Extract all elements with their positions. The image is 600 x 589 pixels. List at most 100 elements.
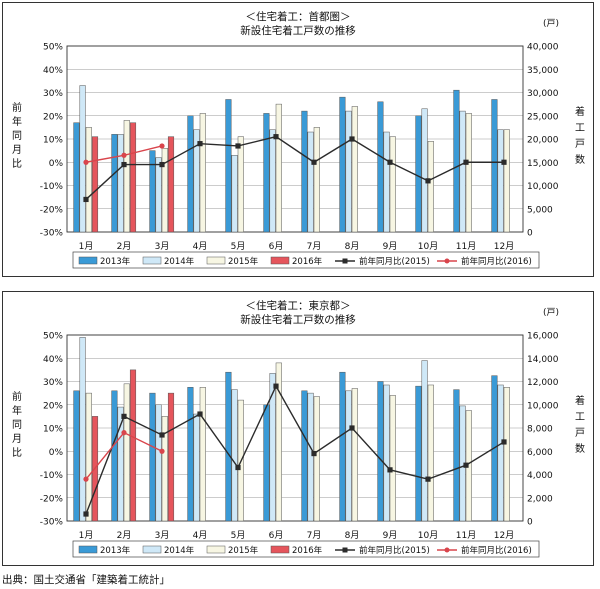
- left-tick-label: -20%: [40, 494, 64, 504]
- left-tick-label: 0%: [49, 159, 64, 169]
- left-tick-label: 10%: [43, 425, 63, 435]
- bar-2014年: [155, 404, 162, 522]
- chart-subtitle: 新設住宅着工戸数の推移: [240, 313, 356, 326]
- left-tick-label: 0%: [49, 448, 64, 458]
- bar-2015年: [389, 395, 396, 522]
- marker-前年同月比(2015): [235, 143, 241, 149]
- right-axis-label-char: 数: [575, 153, 585, 166]
- bar-2016年: [129, 369, 137, 522]
- bar-2013年: [225, 371, 232, 522]
- legend-label: 2015年: [228, 256, 259, 267]
- bar-2015年: [389, 136, 396, 233]
- marker-前年同月比(2015): [463, 462, 469, 468]
- x-tick-label: 9月: [383, 241, 398, 252]
- bar-2014年: [497, 384, 504, 522]
- right-tick-label: 2,000: [527, 494, 553, 504]
- bar-2013年: [339, 96, 346, 233]
- marker-前年同月比(2015): [121, 161, 127, 168]
- bar-2013年: [111, 390, 118, 522]
- bar-2013年: [149, 150, 156, 233]
- bar-2016年: [91, 136, 99, 233]
- marker-前年同月比(2015): [121, 413, 127, 419]
- bar-2014年: [231, 155, 238, 233]
- legend-marker: [444, 547, 450, 553]
- chart-tokyo: ＜住宅着工：東京都＞新設住宅着工戸数の推移 50% 40% 30% 20% 10% 0% -1…: [12, 299, 585, 558]
- legend-label: 2013年: [100, 545, 131, 556]
- left-tick-label: 50%: [43, 332, 63, 342]
- legend-marker: [444, 258, 450, 264]
- bar-2014年: [345, 390, 352, 522]
- x-tick-label: 4月: [193, 530, 208, 541]
- bar-2013年: [491, 99, 498, 233]
- legend-label: 2013年: [100, 256, 131, 267]
- right-tick-label: 30,000: [527, 89, 559, 99]
- bar-2013年: [377, 381, 384, 522]
- marker-前年同月比(2016): [121, 152, 127, 158]
- right-axis-label-char: 数: [575, 442, 585, 455]
- right-tick-label: 10,000: [527, 401, 559, 411]
- left-tick-label: 50%: [43, 43, 63, 53]
- x-tick-label: 6月: [269, 241, 284, 252]
- bar-2015年: [503, 387, 510, 522]
- chart-panel-shutoken: ＜住宅着工：首都圏＞ 新設住宅着工戸数の推移 50% 40% 30% 20% 10% 0% -1…: [2, 2, 594, 277]
- x-tick-label: 1月: [79, 530, 94, 541]
- bar-2015年: [351, 106, 358, 233]
- x-tick-label: 11月: [456, 241, 476, 252]
- right-tick-label: 8,000: [527, 425, 553, 435]
- marker-前年同月比(2015): [197, 411, 203, 417]
- left-tick-label: 30%: [43, 89, 63, 99]
- bar-2013年: [415, 115, 422, 233]
- x-tick-label: 3月: [155, 530, 170, 541]
- x-tick-label: 5月: [231, 241, 246, 252]
- left-axis-label-char: 前: [12, 101, 22, 114]
- chart-subtitle: 新設住宅着工戸数の推移: [240, 24, 356, 37]
- legend-swatch: [206, 545, 226, 554]
- right-axis-label-char: 戸: [575, 138, 585, 150]
- legend-swatch: [270, 256, 290, 265]
- left-axis-label-char: 同: [12, 130, 22, 142]
- chart-title: ＜住宅着工：東京都＞: [246, 299, 351, 312]
- line-前年同月比(2015): [85, 384, 505, 515]
- marker-前年同月比(2015): [425, 178, 431, 184]
- left-tick-label: -10%: [40, 471, 64, 481]
- bar-2014年: [79, 337, 86, 522]
- bar-2014年: [345, 110, 352, 233]
- left-axis-label-char: 月: [12, 144, 22, 156]
- bar-2014年: [383, 384, 390, 522]
- bar-2013年: [301, 390, 308, 522]
- x-tick-label: 8月: [345, 241, 360, 252]
- x-tick-label: 7月: [307, 530, 322, 541]
- bar-2013年: [339, 371, 346, 522]
- line-前年同月比(2015): [85, 135, 504, 200]
- right-tick-label: 16,000: [527, 332, 559, 342]
- right-tick-label: 14,000: [527, 355, 559, 365]
- legend-swatch: [206, 256, 226, 265]
- bar-2013年: [73, 122, 80, 233]
- bar-2014年: [269, 373, 276, 522]
- bar-2013年: [377, 101, 384, 233]
- plot-frame: [66, 45, 524, 233]
- legend-label: 2014年: [164, 256, 195, 267]
- marker-前年同月比(2015): [273, 134, 279, 140]
- right-tick-label: 25,000: [527, 112, 559, 122]
- left-tick-label: 40%: [43, 355, 63, 365]
- right-tick-label: 6,000: [527, 448, 553, 458]
- legend-label: 前年同月比(2016): [461, 256, 532, 267]
- legend-swatch: [78, 256, 98, 265]
- legend-label: 2016年: [292, 545, 323, 556]
- bar-2014年: [307, 392, 314, 522]
- legend-swatch: [270, 545, 290, 554]
- legend-marker: [342, 258, 348, 264]
- x-tick-label: 10月: [418, 530, 438, 541]
- x-tick-label: 2月: [117, 530, 132, 541]
- bar-2014年: [193, 129, 200, 233]
- right-tick-label: 40,000: [527, 43, 559, 53]
- x-tick-label: 12月: [494, 530, 514, 541]
- bar-2016年: [167, 392, 175, 522]
- left-axis-label-char: 比: [12, 447, 22, 459]
- right-tick-label: 10,000: [527, 182, 559, 192]
- legend-box: [72, 251, 540, 269]
- chart-title: ＜住宅着工：首都圏＞: [246, 10, 351, 23]
- bar-2015年: [123, 120, 130, 233]
- marker-前年同月比(2015): [463, 159, 469, 165]
